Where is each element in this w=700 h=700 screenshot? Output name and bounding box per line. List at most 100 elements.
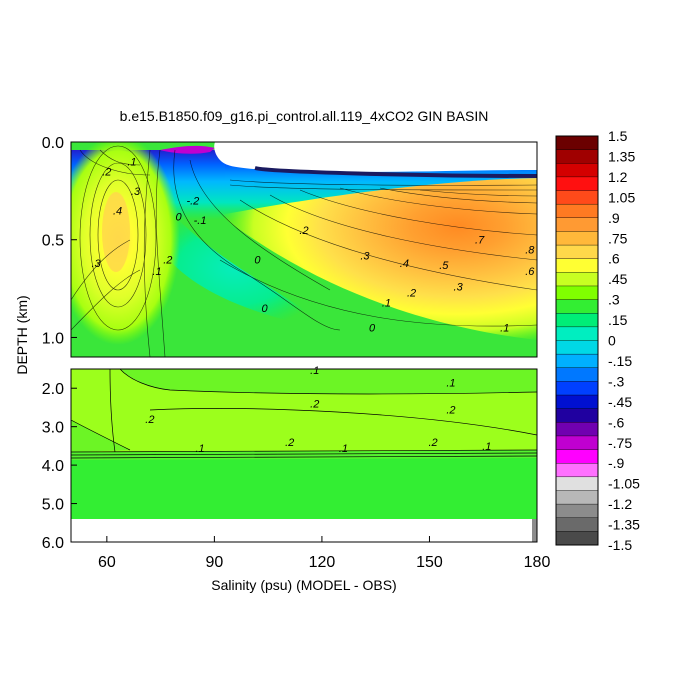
colorbar-swatch xyxy=(555,190,599,205)
y-axis-label: DEPTH (km) xyxy=(14,295,30,374)
colorbar-label: -.15 xyxy=(608,353,632,369)
y-axis-upper: 0.0 0.5 1.0 xyxy=(42,135,77,347)
colorbar-swatch xyxy=(555,244,599,260)
contour-label: .1 xyxy=(500,323,509,335)
contour-label: .5 xyxy=(439,260,449,272)
colorbar-swatch xyxy=(555,272,599,287)
colorbar-swatch xyxy=(555,258,599,273)
contour-label: .1 xyxy=(446,377,455,389)
colorbar-swatch xyxy=(555,326,599,342)
contour-label: .2 xyxy=(145,414,154,426)
contour-label: .1 xyxy=(339,443,348,455)
colorbar-label: .75 xyxy=(608,230,628,246)
contour-label: .2 xyxy=(299,225,308,237)
colorbar-swatch xyxy=(555,163,599,178)
colorbar-swatch xyxy=(555,422,599,437)
contour-label: .1 xyxy=(152,266,161,278)
colorbar-swatch xyxy=(555,490,599,505)
upper-panel xyxy=(70,141,538,358)
colorbar-label: .6 xyxy=(608,251,620,267)
colorbar-label: -.45 xyxy=(608,394,632,410)
x-axis: 60 90 120 150 180 xyxy=(98,536,550,571)
colorbar-swatch xyxy=(555,408,599,423)
colorbar-swatch xyxy=(555,340,599,355)
colorbar-swatch xyxy=(555,299,599,314)
upper-panel-field xyxy=(71,142,537,357)
colorbar-swatch xyxy=(555,217,599,232)
colorbar-swatch xyxy=(555,231,599,246)
colorbar-label: .15 xyxy=(608,312,628,328)
lower-panel-frame xyxy=(70,368,538,543)
contour-label: -.1 xyxy=(194,215,207,227)
colorbar-label: .9 xyxy=(608,210,620,226)
colorbar-swatch xyxy=(555,176,599,192)
contour-label: 0 xyxy=(262,303,269,315)
contour-label: 0 xyxy=(175,211,182,223)
lower-panel xyxy=(70,368,538,543)
y-tick-label: 2.0 xyxy=(42,381,64,398)
contour-label: .2 xyxy=(407,288,416,300)
contour-label: .4 xyxy=(400,258,409,270)
y-tick-label: 3.0 xyxy=(42,420,64,437)
colorbar-swatch xyxy=(555,435,599,451)
colorbar-label: .45 xyxy=(608,271,628,287)
colorbar-swatch xyxy=(555,353,599,369)
contour-label: 0 xyxy=(369,323,376,335)
contour-label: .1 xyxy=(127,157,136,169)
x-tick-label: 60 xyxy=(98,554,116,571)
contour-label: .8 xyxy=(525,245,535,257)
colorbar-label: 0 xyxy=(608,333,616,349)
x-axis-label: Salinity (psu) (MODEL - OBS) xyxy=(211,577,396,593)
colorbar-swatch xyxy=(555,381,599,396)
x-tick-label: 180 xyxy=(524,554,551,571)
colorbar-swatch xyxy=(555,463,599,478)
contour-label: .1 xyxy=(310,365,319,377)
x-tick-label: 90 xyxy=(205,554,223,571)
contour-label: -.2 xyxy=(186,196,199,208)
colorbar-label: 1.5 xyxy=(608,128,628,144)
colorbar-label: -1.2 xyxy=(608,496,632,512)
colorbar-label: .3 xyxy=(608,292,620,308)
contour-label: .3 xyxy=(454,282,464,294)
colorbar-label: -.6 xyxy=(608,414,625,430)
y-tick-label: 0.0 xyxy=(42,135,64,152)
colorbar-swatch xyxy=(555,503,599,519)
y-tick-label: 5.0 xyxy=(42,497,64,514)
contour-label: .2 xyxy=(102,166,111,178)
y-tick-label: 1.0 xyxy=(42,330,64,347)
lower-panel-field xyxy=(71,369,537,542)
contour-label: .6 xyxy=(525,266,535,278)
contour-label: .3 xyxy=(131,186,141,198)
contour-label: .7 xyxy=(475,235,485,247)
colorbar-swatch xyxy=(555,203,599,219)
colorbar-swatch xyxy=(555,449,599,464)
colorbar-swatch xyxy=(555,394,599,410)
colorbar-swatch xyxy=(555,313,599,328)
colorbar-label: -.75 xyxy=(608,435,632,451)
colorbar-swatch xyxy=(555,149,599,164)
contour-label: .2 xyxy=(428,437,437,449)
colorbar-label: -.9 xyxy=(608,455,625,471)
contour-label: .1 xyxy=(482,441,491,453)
colorbar-label: -.3 xyxy=(608,373,625,389)
y-tick-label: 0.5 xyxy=(42,233,64,250)
contour-labels: .4.3.3.2.1.1.20 -.1-.2000.2.3.1.2.3.4.5.6… xyxy=(91,157,535,455)
colorbar-swatch xyxy=(555,517,599,532)
contour-label: 0 xyxy=(254,254,261,266)
contour-label: .4 xyxy=(113,205,122,217)
y-tick-label: 6.0 xyxy=(42,535,64,552)
colorbar-swatch xyxy=(555,476,599,491)
contour-label: .2 xyxy=(163,254,172,266)
contour-label: .3 xyxy=(360,250,370,262)
colorbar-swatch xyxy=(555,135,599,151)
chart-title: b.e15.B1850.f09_g16.pi_control.all.119_4… xyxy=(120,108,489,124)
colorbar-label: -1.05 xyxy=(608,476,640,492)
contour-label: .2 xyxy=(285,437,294,449)
colorbar-swatch xyxy=(555,367,599,382)
colorbar-label: 1.2 xyxy=(608,169,628,185)
colorbar-label: -1.5 xyxy=(608,537,632,553)
contour-label: .2 xyxy=(310,399,319,411)
colorbar-frame xyxy=(555,135,599,546)
colorbar-swatch xyxy=(555,285,599,301)
